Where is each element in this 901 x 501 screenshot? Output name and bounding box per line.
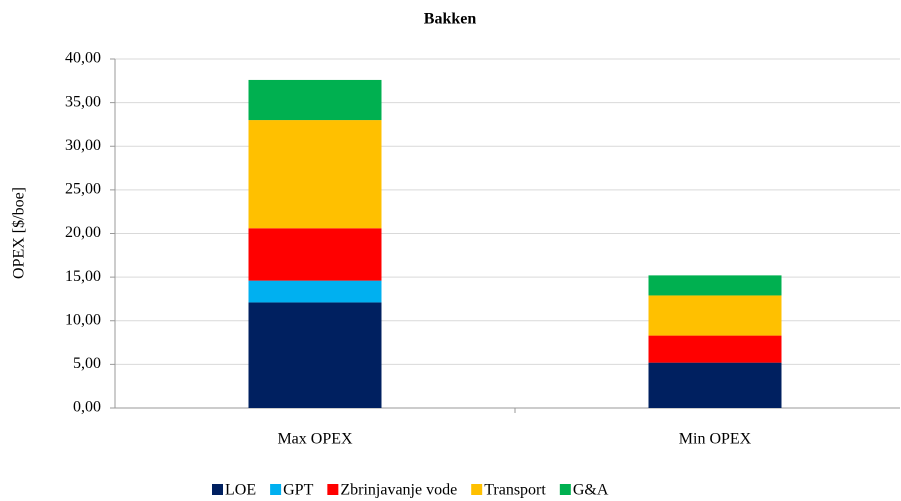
legend-swatch — [471, 484, 483, 495]
x-tick-label: Min OPEX — [679, 431, 752, 448]
legend-swatch — [212, 484, 223, 495]
bar-segment — [648, 275, 782, 296]
y-tick-label: 40,00 — [65, 50, 101, 67]
legend-label: GPT — [283, 482, 313, 499]
legend-swatch — [270, 484, 282, 495]
y-tick-label: 30,00 — [65, 137, 101, 154]
x-tick-label: Max OPEX — [277, 431, 353, 448]
bar-segment — [248, 79, 382, 121]
bar-segment — [648, 335, 782, 363]
y-tick-label: 5,00 — [73, 355, 101, 372]
legend-swatch — [327, 484, 339, 495]
legend-label: Transport — [484, 482, 546, 499]
y-tick-label: 35,00 — [65, 93, 101, 110]
y-tick-label: 10,00 — [65, 311, 101, 328]
legend-label: G&A — [573, 482, 609, 499]
y-tick-label: 15,00 — [65, 268, 101, 285]
bar-segment — [248, 228, 382, 281]
bar-segment — [648, 295, 782, 336]
bar-segment — [248, 302, 382, 408]
bar-segment — [248, 120, 382, 229]
chart-title: Bakken — [424, 11, 477, 28]
y-axis-label: OPEX [$/boe] — [11, 187, 28, 279]
bar-segment — [248, 280, 382, 303]
y-tick-label: 20,00 — [65, 224, 101, 241]
legend-swatch — [559, 484, 571, 495]
legend-label: LOE — [225, 482, 256, 499]
y-tick-label: 0,00 — [73, 399, 101, 416]
legend-label: Zbrinjavanje vode — [340, 482, 457, 499]
y-tick-label: 25,00 — [65, 181, 101, 198]
bar-segment — [648, 362, 782, 408]
